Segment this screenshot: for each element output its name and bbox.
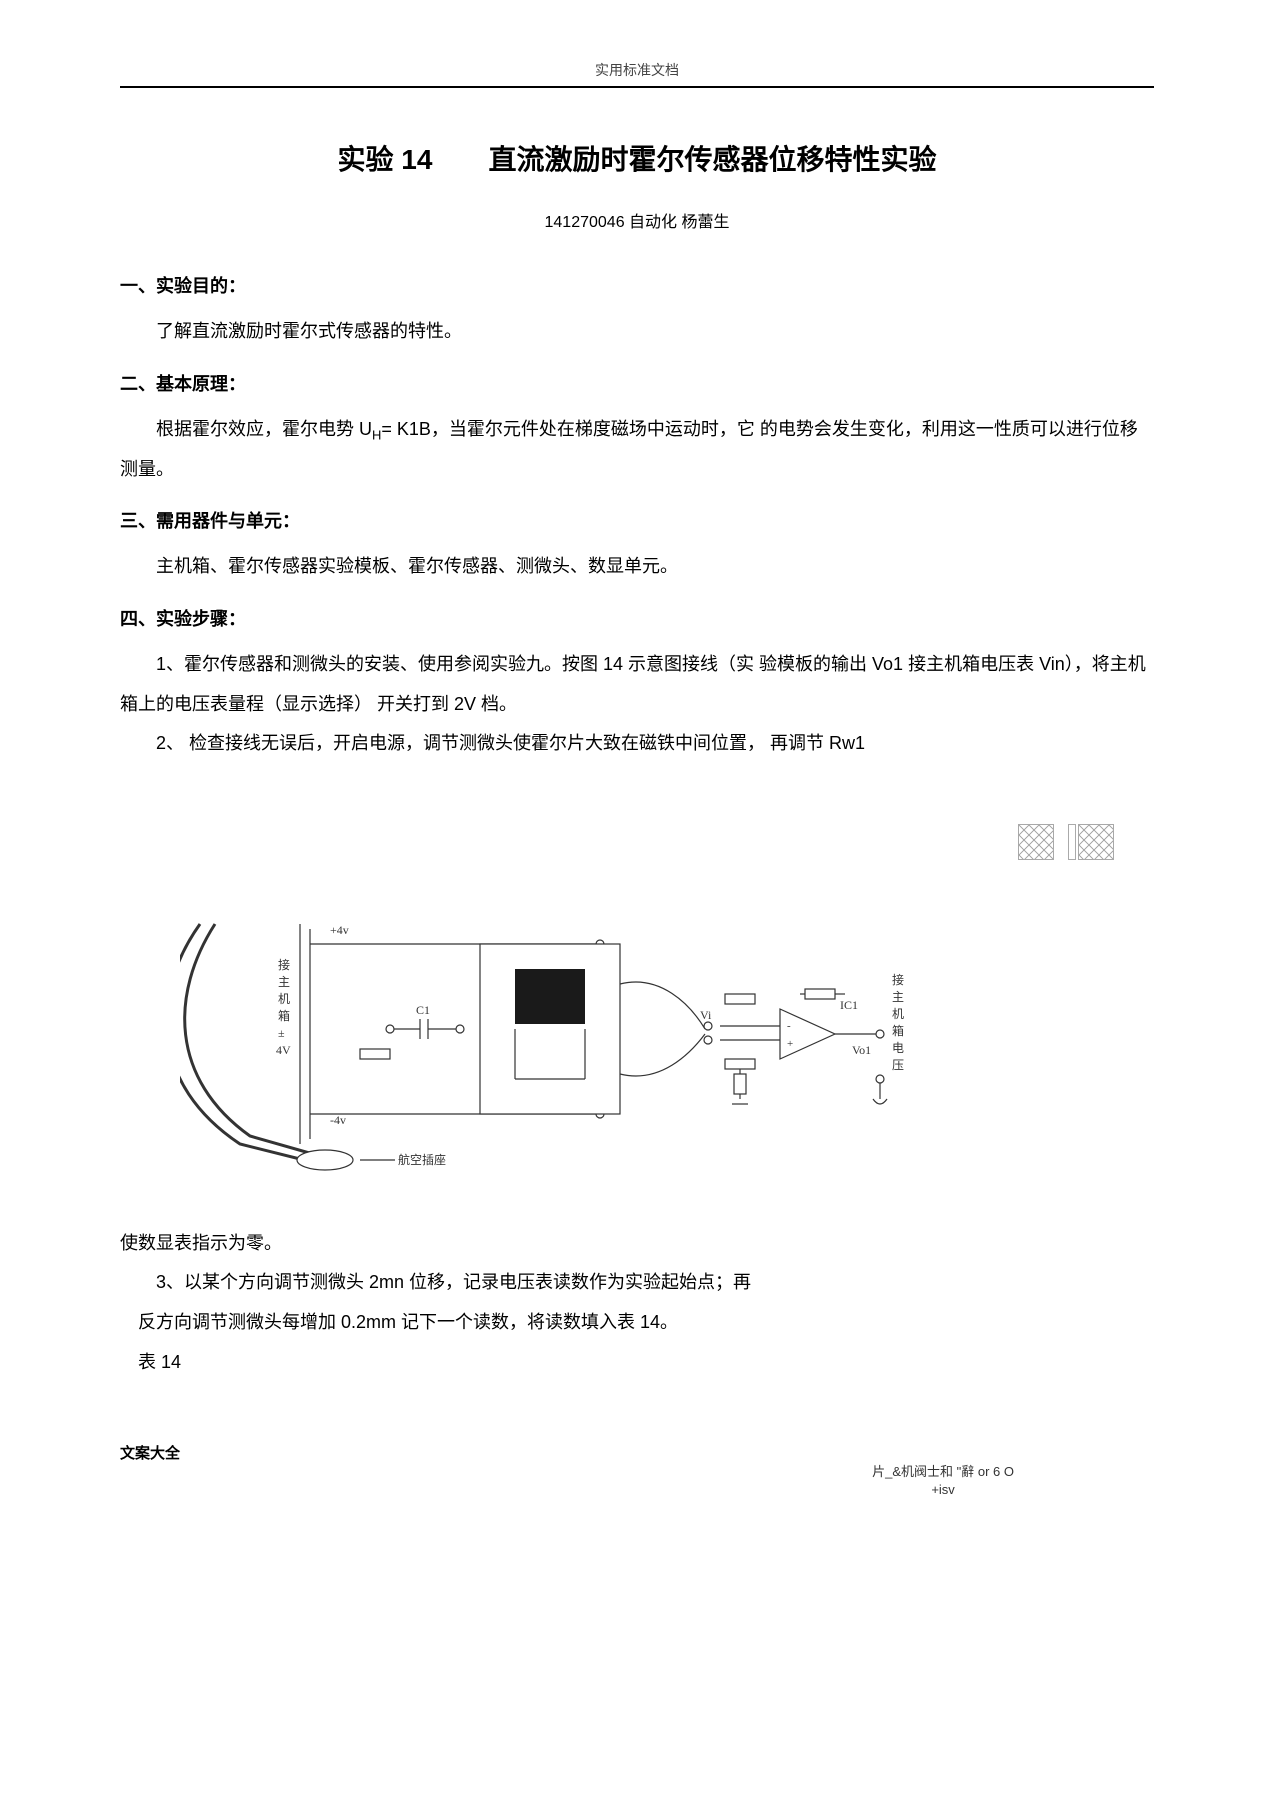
section-1-head: 一、实验目的： [120,272,1154,298]
after-fig-p2: 3、以某个方向调节测微头 2mn 位移，记录电压表读数作为实验起始点；再 [120,1263,1154,1303]
lbl-right-1: 接 [892,972,904,987]
after-fig-p4: 表 14 [138,1343,1154,1383]
header-label: 实用标准文档 [120,60,1154,80]
lbl-minus4v: -4v [330,1113,346,1127]
lbl-plus4v: +4v [330,923,349,937]
lbl-socket: 航空插座 [398,1152,446,1167]
circuit-svg: +4v -4v 接 主 机 箱 ± 4V C1 Vi IC1 Vo1 接 主 机… [180,914,940,1174]
hatch-box-2-inner [1078,824,1114,860]
section-4-p1: 1、霍尔传感器和测微头的安装、使用参阅实验九。按图 14 示意图接线（实 验模板… [120,645,1154,724]
footer-right-l2: +isv [931,1482,954,1497]
hatch-icons [1018,824,1114,860]
lbl-left-3: 机 [278,992,290,1006]
lbl-vi: Vi [700,1008,712,1022]
page-title: 实验 14 直流激励时霍尔传感器位移特性实验 [120,138,1154,178]
lbl-right-3: 机 [892,1007,904,1021]
footer-right: 片_&机阀士和 "辭 or 6 O +isv [872,1463,1014,1499]
lbl-vo1: Vo1 [852,1043,871,1057]
section-3-p1: 主机箱、霍尔传感器实验模板、霍尔传感器、测微头、数显单元。 [120,547,1154,587]
hatch-box-2 [1068,824,1114,860]
circuit-diagram: +4v -4v 接 主 机 箱 ± 4V C1 Vi IC1 Vo1 接 主 机… [120,824,1154,1184]
lbl-left-4: 箱 [278,1008,290,1023]
section-3-head: 三、需用器件与单元： [120,507,1154,533]
after-fig-p3: 反方向调节测微头每增加 0.2mm 记下一个读数，将读数填入表 14。 [138,1303,1154,1343]
section-4-p2: 2、 检查接线无误后，开启电源，调节测微头使霍尔片大致在磁铁中间位置， 再调节 … [120,724,1154,764]
lbl-c1: C1 [416,1003,430,1017]
hatch-bar [1068,824,1076,860]
section-2-head: 二、基本原理： [120,370,1154,396]
section-2-p1: 根据霍尔效应，霍尔电势 UH= K1B，当霍尔元件处在梯度磁场中运动时，它 的电… [120,410,1154,490]
after-fig-p1: 使数显表指示为零。 [120,1224,1154,1264]
lbl-left-2: 主 [278,975,290,989]
footer-left: 文案大全 [120,1442,1154,1463]
author-line: 141270046 自动化 杨蕾生 [120,208,1154,232]
footer-right-l1: 片_&机阀士和 "辭 or 6 O [872,1464,1014,1479]
lbl-left-5: ± [278,1026,285,1040]
section-4-head: 四、实验步骤： [120,605,1154,631]
lbl-left-1: 接 [278,957,290,972]
s2-p1-a: 根据霍尔效应，霍尔电势 U [156,419,372,439]
lbl-left-6: 4V [276,1043,291,1057]
lbl-ic1: IC1 [840,998,858,1012]
hatch-box-1 [1018,824,1054,860]
section-1-p1: 了解直流激励时霍尔式传感器的特性。 [120,312,1154,352]
lbl-right-5: 电 [892,1041,904,1055]
lbl-right-2: 主 [892,990,904,1004]
svg-text:-: - [787,1020,791,1032]
lbl-right-4: 箱 [892,1023,904,1038]
lbl-right-6: 压 [892,1058,904,1072]
header-rule [120,86,1154,88]
s2-sub: H [372,427,381,442]
svg-text:+: + [787,1038,793,1050]
